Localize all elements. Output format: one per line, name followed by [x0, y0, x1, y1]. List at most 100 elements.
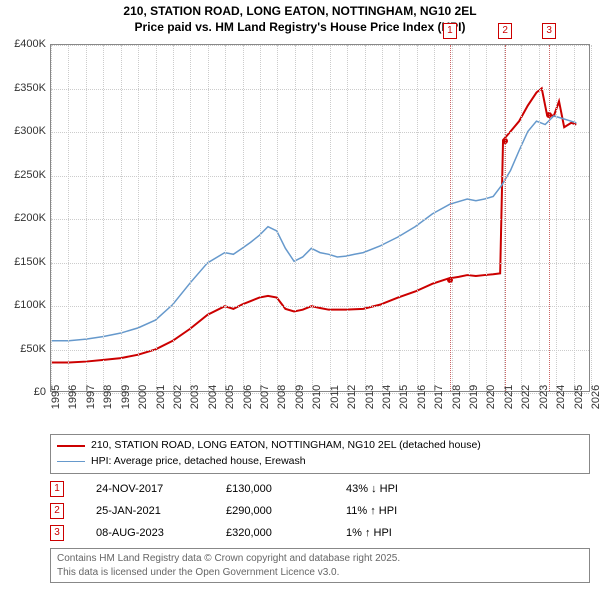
- gridline-h: [51, 350, 589, 351]
- xtick-label: 2021: [503, 385, 515, 409]
- event-row: 1 24-NOV-2017£130,00043% ↓ HPI: [50, 478, 590, 500]
- plot-area: 123: [50, 44, 590, 392]
- gridline-h: [51, 263, 589, 264]
- legend: 210, STATION ROAD, LONG EATON, NOTTINGHA…: [50, 434, 590, 474]
- gridline-v: [312, 45, 313, 391]
- legend-label-2: HPI: Average price, detached house, Erew…: [91, 454, 306, 470]
- event-price: £290,000: [226, 505, 346, 517]
- xtick-label: 2011: [329, 385, 341, 409]
- ytick-label: £50K: [20, 343, 46, 355]
- xtick-label: 1995: [50, 385, 62, 409]
- xtick-label: 2007: [259, 385, 271, 409]
- marker-line: [549, 45, 550, 391]
- gridline-v: [486, 45, 487, 391]
- xtick-label: 2019: [468, 385, 480, 409]
- gridline-h: [51, 89, 589, 90]
- event-price: £130,000: [226, 483, 346, 495]
- marker-box: 2: [498, 23, 512, 39]
- gridline-h: [51, 219, 589, 220]
- event-diff: 1% ↑ HPI: [346, 527, 456, 539]
- gridline-v: [86, 45, 87, 391]
- title-line-1: 210, STATION ROAD, LONG EATON, NOTTINGHA…: [0, 4, 600, 20]
- footer-attribution: Contains HM Land Registry data © Crown c…: [50, 548, 590, 583]
- gridline-v: [156, 45, 157, 391]
- ytick-label: £250K: [14, 169, 46, 181]
- gridline-h: [51, 45, 589, 46]
- gridline-v: [469, 45, 470, 391]
- line-series-svg: [51, 45, 589, 391]
- xtick-label: 2020: [485, 385, 497, 409]
- footer-line-1: Contains HM Land Registry data © Crown c…: [57, 552, 583, 566]
- gridline-v: [382, 45, 383, 391]
- gridline-v: [260, 45, 261, 391]
- gridline-v: [521, 45, 522, 391]
- ytick-label: £400K: [14, 38, 46, 50]
- xtick-label: 2026: [590, 385, 600, 409]
- xtick-label: 2024: [555, 385, 567, 409]
- gridline-v: [138, 45, 139, 391]
- ytick-label: £300K: [14, 125, 46, 137]
- ytick-label: £150K: [14, 256, 46, 268]
- legend-swatch-red: [57, 445, 85, 447]
- gridline-v: [417, 45, 418, 391]
- chart-container: 210, STATION ROAD, LONG EATON, NOTTINGHA…: [0, 0, 600, 590]
- gridline-h: [51, 306, 589, 307]
- gridline-v: [68, 45, 69, 391]
- xtick-label: 1999: [120, 385, 132, 409]
- xtick-label: 2015: [398, 385, 410, 409]
- marker-box: 3: [542, 23, 556, 39]
- event-number-box: 1: [50, 481, 64, 497]
- ytick-label: £0: [34, 386, 46, 398]
- series-price_paid: [52, 88, 577, 362]
- gridline-v: [399, 45, 400, 391]
- event-date: 08-AUG-2023: [96, 527, 226, 539]
- xtick-label: 2023: [538, 385, 550, 409]
- xtick-label: 2000: [137, 385, 149, 409]
- xtick-label: 2025: [573, 385, 585, 409]
- xtick-label: 2022: [520, 385, 532, 409]
- gridline-v: [277, 45, 278, 391]
- xtick-label: 2012: [346, 385, 358, 409]
- xtick-label: 2013: [364, 385, 376, 409]
- xtick-label: 2016: [416, 385, 428, 409]
- gridline-v: [295, 45, 296, 391]
- gridline-v: [539, 45, 540, 391]
- event-diff: 43% ↓ HPI: [346, 483, 456, 495]
- xtick-label: 1997: [85, 385, 97, 409]
- xtick-label: 2004: [207, 385, 219, 409]
- xtick-label: 1998: [102, 385, 114, 409]
- gridline-v: [190, 45, 191, 391]
- gridline-v: [556, 45, 557, 391]
- event-row: 308-AUG-2023£320,0001% ↑ HPI: [50, 522, 590, 544]
- legend-swatch-blue: [57, 461, 85, 463]
- gridline-v: [225, 45, 226, 391]
- xtick-label: 2010: [311, 385, 323, 409]
- xtick-label: 2008: [276, 385, 288, 409]
- xtick-label: 2009: [294, 385, 306, 409]
- gridline-v: [365, 45, 366, 391]
- legend-label-1: 210, STATION ROAD, LONG EATON, NOTTINGHA…: [91, 438, 481, 454]
- legend-row-price-paid: 210, STATION ROAD, LONG EATON, NOTTINGHA…: [57, 438, 583, 454]
- marker-box: 1: [443, 23, 457, 39]
- gridline-v: [173, 45, 174, 391]
- ytick-label: £350K: [14, 82, 46, 94]
- marker-line: [450, 45, 451, 391]
- xtick-label: 2014: [381, 385, 393, 409]
- xtick-label: 2001: [155, 385, 167, 409]
- gridline-v: [591, 45, 592, 391]
- footer-line-2: This data is licensed under the Open Gov…: [57, 566, 583, 580]
- event-date: 24-NOV-2017: [96, 483, 226, 495]
- event-diff: 11% ↑ HPI: [346, 505, 456, 517]
- gridline-v: [452, 45, 453, 391]
- gridline-v: [574, 45, 575, 391]
- gridline-v: [51, 45, 52, 391]
- gridline-v: [347, 45, 348, 391]
- event-date: 25-JAN-2021: [96, 505, 226, 517]
- gridline-v: [243, 45, 244, 391]
- marker-line: [505, 45, 506, 391]
- gridline-h: [51, 176, 589, 177]
- xtick-label: 2018: [451, 385, 463, 409]
- events-table: 124-NOV-2017£130,00043% ↓ HPI225-JAN-202…: [50, 478, 590, 544]
- xtick-label: 1996: [67, 385, 79, 409]
- event-price: £320,000: [226, 527, 346, 539]
